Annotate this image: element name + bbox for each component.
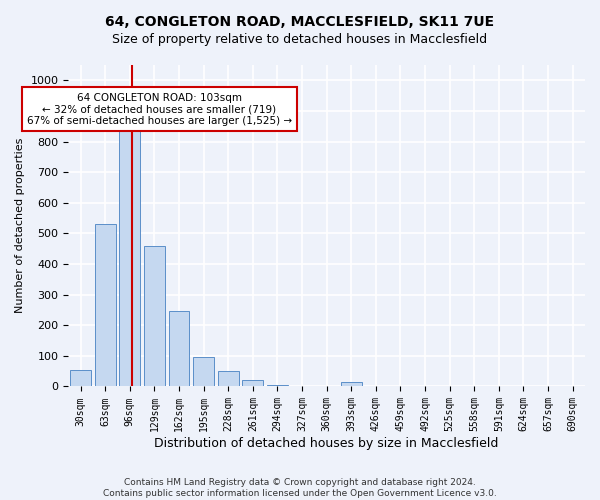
Text: 64, CONGLETON ROAD, MACCLESFIELD, SK11 7UE: 64, CONGLETON ROAD, MACCLESFIELD, SK11 7…	[106, 15, 494, 29]
Text: Contains HM Land Registry data © Crown copyright and database right 2024.
Contai: Contains HM Land Registry data © Crown c…	[103, 478, 497, 498]
X-axis label: Distribution of detached houses by size in Macclesfield: Distribution of detached houses by size …	[154, 437, 499, 450]
Bar	[70, 370, 91, 386]
Bar	[95, 224, 116, 386]
Bar	[193, 358, 214, 386]
Bar	[119, 126, 140, 386]
Y-axis label: Number of detached properties: Number of detached properties	[15, 138, 25, 314]
Bar	[144, 246, 165, 386]
Bar	[242, 380, 263, 386]
Bar	[341, 382, 362, 386]
Bar	[169, 312, 190, 386]
Bar	[267, 385, 288, 386]
Text: 64 CONGLETON ROAD: 103sqm
← 32% of detached houses are smaller (719)
67% of semi: 64 CONGLETON ROAD: 103sqm ← 32% of detac…	[27, 92, 292, 126]
Bar	[218, 371, 239, 386]
Text: Size of property relative to detached houses in Macclesfield: Size of property relative to detached ho…	[112, 32, 488, 46]
